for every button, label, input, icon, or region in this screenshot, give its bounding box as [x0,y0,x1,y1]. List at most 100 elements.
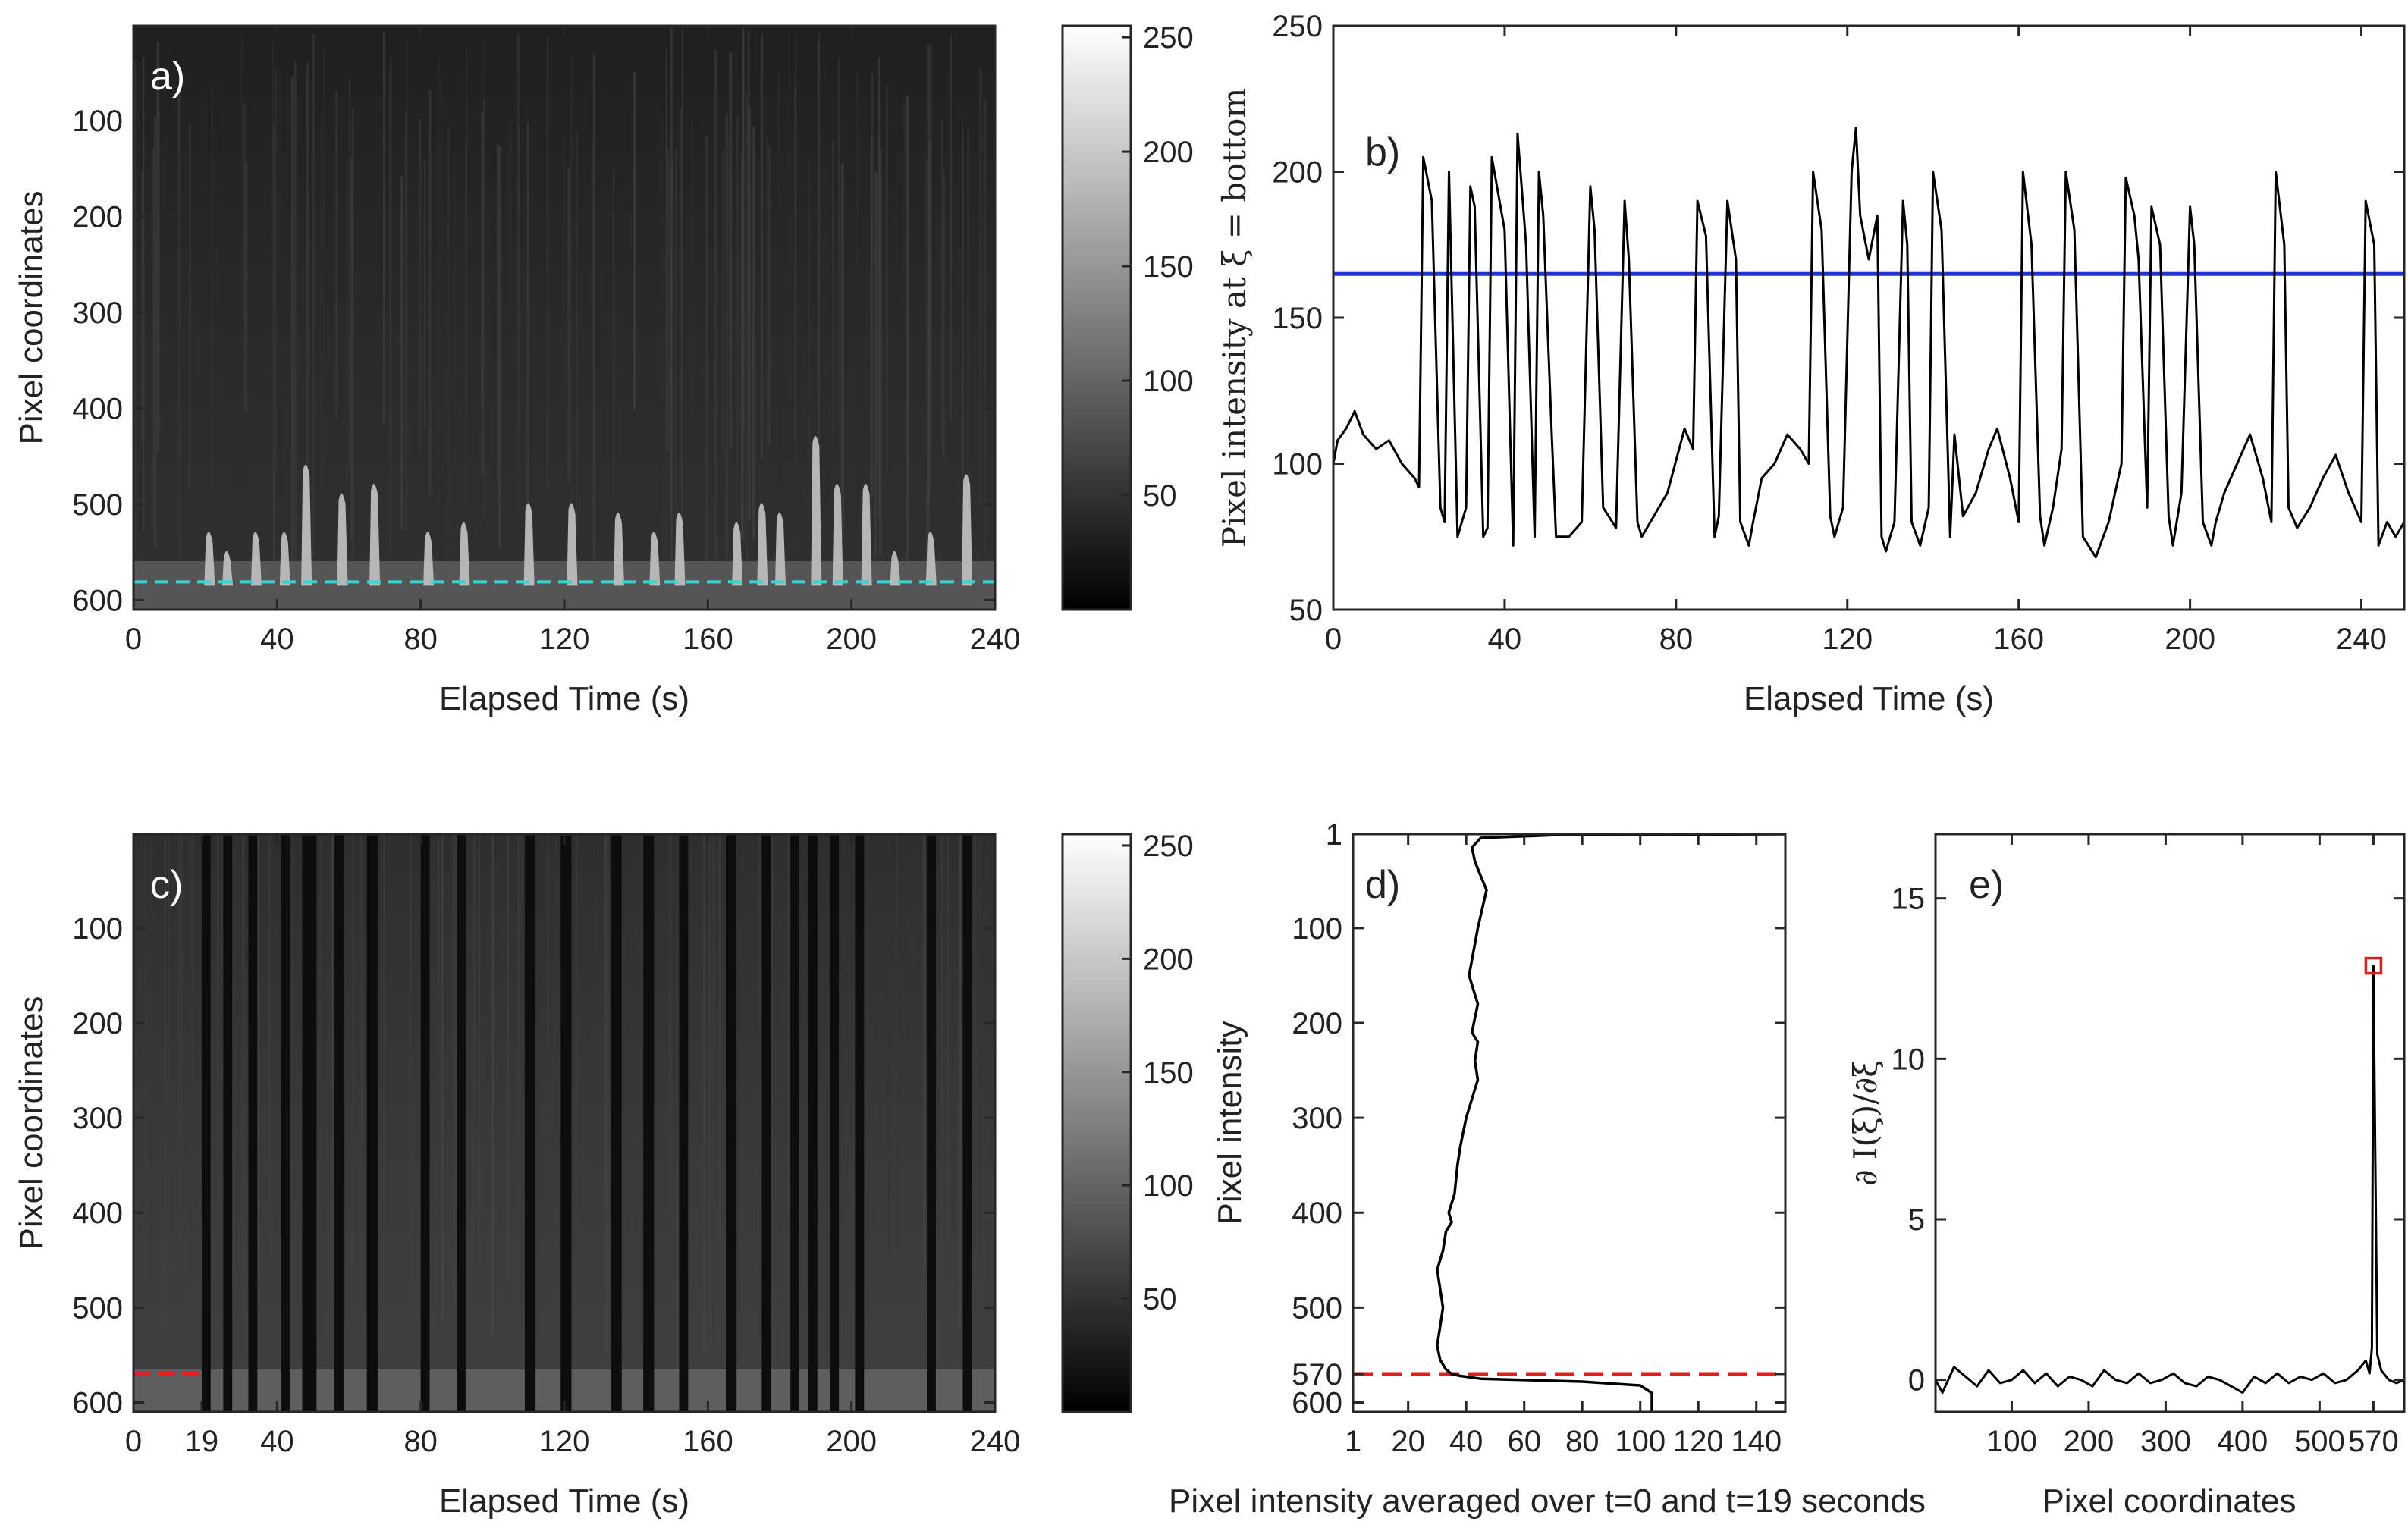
panel-d-ytick-label-2: 200 [1292,1007,1342,1040]
panel-a-colorbar-tick-label-3: 200 [1143,136,1194,169]
panel-a: 0 40 80 120 160 200 240 100 200 300 400 500 600 a) E… [13,21,1194,717]
panel-c-xtick-label-2: 40 [260,1425,294,1458]
panel-c-ytick-label-0: 100 [72,912,123,946]
panel-a-bright-event-0 [204,532,215,586]
panel-d-ytick-label-7: 600 [1292,1386,1342,1420]
panel-b-xlabel: Elapsed Time (s) [1744,680,1994,717]
panel-c-xtick-label-6: 200 [826,1425,877,1458]
panel-e-ytick-label-3: 15 [1892,883,1926,916]
panel-e-label: e) [1969,863,2004,907]
panel-c-colorbar-tick-label-2: 150 [1143,1056,1194,1090]
panel-c-colorbar [1061,833,1132,1413]
panel-d-series-line [1436,833,1786,1412]
panel-a-ytick-label-1: 200 [72,201,123,234]
panel-d-plot-area [1353,834,1785,1412]
panel-c-dark-band-8 [457,834,466,1412]
panel-a-bright-event-12 [649,532,661,586]
panel-c-dark-band-0 [201,834,211,1412]
panel-a-bright-event-18 [832,484,843,586]
panel-d: 1 20 40 60 80 100 120 1401100200300400500570600… [1169,818,1926,1520]
panel-a-colorbar-tick-label-4: 250 [1143,21,1194,55]
panel-c-dark-band-5 [334,834,344,1412]
panel-e-ytick-label-2: 10 [1892,1043,1926,1076]
panel-d-ytick-label-4: 400 [1292,1197,1342,1230]
panel-d-frame [1352,833,1787,1413]
panel-c-dark-bands [201,834,972,1412]
panel-d-xtick-label-6: 120 [1673,1425,1724,1458]
panel-a-ylabel: Pixel coordinates [13,190,50,444]
panel-d-ytick-label-1: 100 [1292,912,1342,946]
panel-c-colorbar-tick-label-4: 250 [1143,830,1194,863]
panel-b-ytick-label-1: 100 [1272,448,1323,482]
panel-c-dark-band-19 [855,834,865,1412]
panel-a-xtick-label-0: 0 [125,623,142,656]
panel-c-colorbar-tick-label-0: 50 [1143,1283,1177,1316]
panel-d-xtick-label-4: 80 [1565,1425,1600,1458]
panel-a-colorbar [1061,24,1132,611]
panel-a-bright-event-1 [222,551,234,586]
panel-c-dark-band-18 [830,834,840,1412]
panel-a-bright-event-20 [890,551,901,586]
panel-c-dark-band-6 [366,834,378,1412]
panel-c-dark-band-14 [726,834,737,1412]
panel-d-ytick-label-0: 1 [1326,818,1342,852]
panel-a-bright-event-14 [732,522,743,586]
panel-b-label: b) [1365,130,1400,174]
panel-a-label: a) [150,55,185,99]
panel-d-xtick-label-1: 20 [1391,1425,1425,1458]
panel-a-colorbar-tick-label-1: 100 [1143,365,1194,398]
panel-b-ytick-label-2: 150 [1272,302,1323,335]
panel-b-xtick-label-5: 200 [2165,623,2215,656]
panel-e-xtick-label-1: 200 [2064,1425,2114,1458]
panel-c-colorbar-ticks: 50 100 150 200 250 [1122,830,1194,1316]
panel-c-dark-band-2 [248,834,258,1412]
panel-d-xtick-label-5: 100 [1615,1425,1666,1458]
panel-a-bright-event-8 [459,522,470,586]
panel-a-bright-event-4 [301,464,312,586]
panel-c-dark-band-20 [927,834,936,1412]
panel-b-axes: 0 40 80 120 160 200 240 50 100 150 200 250 [1272,10,2404,656]
panel-a-xtick-label-2: 80 [403,623,438,656]
panel-b-series-line [1332,127,2406,559]
panel-a-bright-event-13 [674,513,686,586]
panel-b-plot-area [1333,26,2404,610]
panel-d-label: d) [1365,863,1400,907]
panel-d-ylabel: Pixel intensity [1211,1021,1248,1225]
panel-a-bright-event-6 [369,484,381,586]
panel-a-bright-event-5 [337,493,348,586]
panel-b-xtick-label-1: 40 [1488,623,1522,656]
panel-e-xtick-label-4: 500 [2294,1425,2345,1458]
panel-c-dark-band-21 [962,834,972,1412]
panel-e-xtick-label-5: 570 [2348,1425,2399,1458]
panel-c-label: c) [150,863,183,907]
panel-e-peak-marker [2364,956,2383,975]
panel-a-bright-event-2 [250,532,262,586]
panel-a-xtick-label-1: 40 [260,623,294,656]
panel-d-xlabel: Pixel intensity averaged over t=0 and t=… [1169,1482,1926,1520]
panel-a-bright-event-10 [567,503,578,586]
panel-e-series-line [1934,965,2405,1395]
panel-e-axes: 100 200 300 400 500 570 0 5 10 15 [1892,834,2404,1458]
panel-a-bright-events [204,435,973,586]
panel-e-plot-area [1936,834,2404,1412]
panel-a-bright-event-9 [523,503,535,586]
panel-a-bright-event-11 [614,513,624,586]
panel-a-xtick-label-5: 200 [826,623,877,656]
panel-c-xtick-label-3: 80 [403,1425,438,1458]
panel-c-xlabel: Elapsed Time (s) [439,1482,689,1520]
panel-e-xtick-label-3: 400 [2218,1425,2268,1458]
panel-c-dark-band-9 [524,834,536,1412]
panel-b-xtick-label-2: 80 [1659,623,1694,656]
panel-b: 0 40 80 120 160 200 240 50 100 150 200 250 b) Elaps… [1216,10,2406,717]
panel-c-ytick-label-1: 200 [72,1007,123,1040]
panel-c-ytick-label-3: 400 [72,1197,123,1230]
panel-c-dark-band-12 [643,834,655,1412]
panel-c-colorbar-tick-label-3: 200 [1143,943,1194,976]
panel-b-xtick-label-6: 240 [2336,623,2387,656]
panel-e-frame [1934,833,2406,1413]
panel-c-dark-band-11 [611,834,622,1412]
panel-a-streaks [132,27,987,602]
panel-a-bright-event-19 [861,484,872,586]
